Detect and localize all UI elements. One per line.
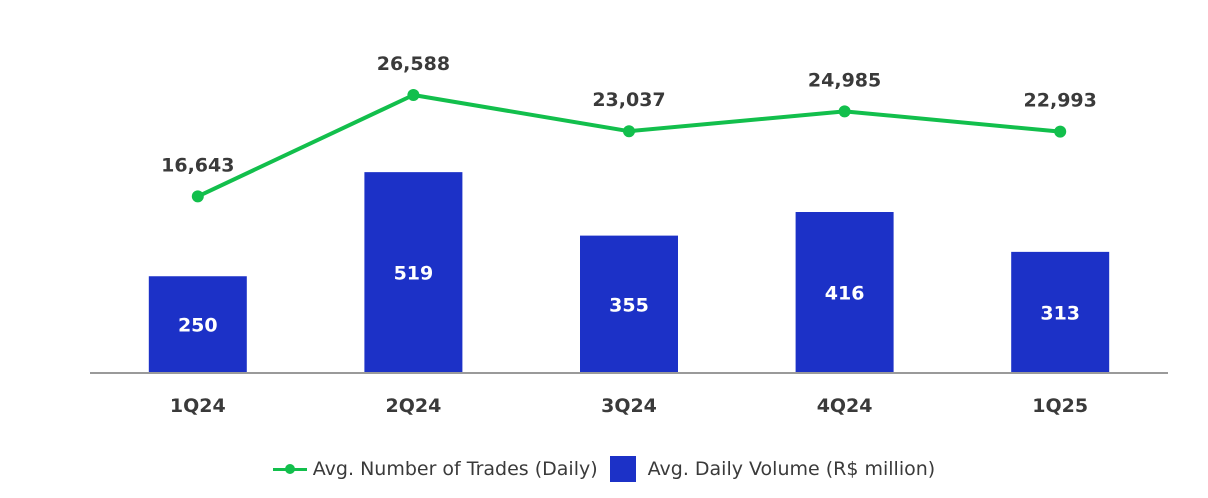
bar-1Q24: [148, 276, 247, 373]
bar-1Q25: [1011, 251, 1110, 373]
trades-value-label: 22,993: [1024, 90, 1097, 112]
category-label: 3Q24: [601, 395, 657, 417]
legend-item-trades: Avg. Number of Trades (Daily): [272, 458, 598, 480]
legend-item-volume: Avg. Daily Volume (R$ million): [609, 456, 936, 482]
bar-value-label: 313: [1040, 302, 1080, 324]
trades-point-1Q25: [1054, 125, 1067, 138]
bar-value-label: 250: [178, 315, 218, 337]
trades-value-label: 24,985: [808, 69, 881, 91]
trades-value-label: 23,037: [592, 89, 665, 111]
category-label: 2Q24: [385, 395, 441, 417]
bar-value-label: 416: [825, 283, 865, 305]
bar-4Q24: [795, 212, 894, 373]
category-labels: 1Q24 2Q24 3Q24 4Q24 1Q25: [170, 395, 1088, 417]
line-layer: 16,643 26,588 23,037 24,985 22,993: [161, 53, 1097, 203]
bars-layer: 250 519 355 416 313: [148, 172, 1110, 373]
trades-value-label: 26,588: [377, 53, 450, 75]
trades-point-3Q24: [623, 125, 635, 138]
trades-point-2Q24: [407, 89, 420, 102]
legend-label-volume: Avg. Daily Volume (R$ million): [647, 458, 936, 480]
category-label: 4Q24: [817, 395, 873, 417]
bar-value-label: 519: [394, 263, 434, 285]
chart-area: 250 519 355 416 313 16,643 26,588 23,037 24,985…: [90, 53, 1168, 417]
bar-3Q24: [580, 235, 678, 373]
bar-2Q24: [364, 172, 463, 373]
category-label: 1Q24: [170, 395, 226, 417]
category-label: 1Q25: [1032, 395, 1088, 417]
trades-point-1Q24: [191, 190, 204, 203]
trades-value-label: 16,643: [161, 154, 234, 176]
legend: Avg. Number of Trades (Daily) Avg. Daily…: [0, 452, 1208, 486]
bar-value-label: 355: [609, 294, 649, 316]
legend-bar-symbol: [609, 456, 636, 482]
trades-point-4Q24: [838, 105, 851, 118]
legend-line-symbol: [272, 462, 307, 476]
legend-label-trades: Avg. Number of Trades (Daily): [312, 458, 598, 480]
